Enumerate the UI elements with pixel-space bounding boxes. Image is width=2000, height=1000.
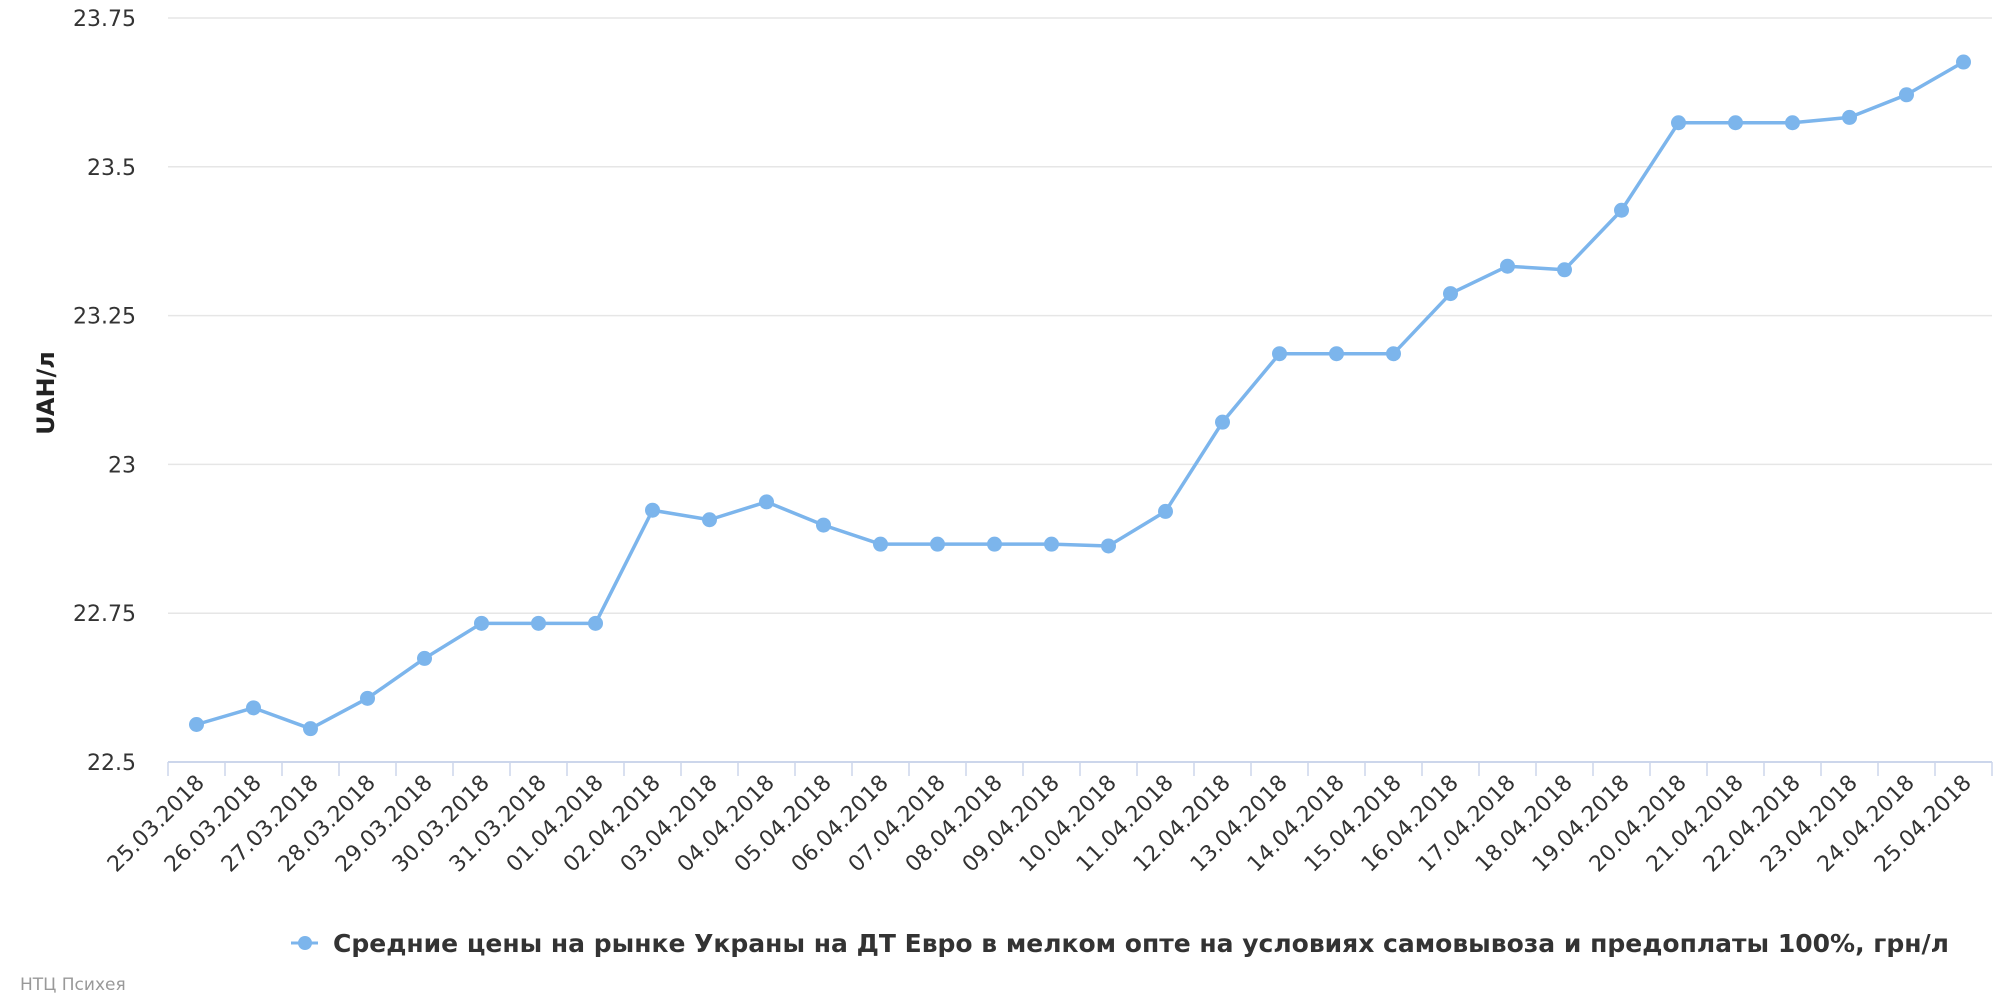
data-point[interactable] (1842, 109, 1857, 125)
data-point[interactable] (360, 690, 375, 706)
credit-text: НТЦ Психея (20, 975, 126, 995)
data-point[interactable] (588, 615, 603, 631)
y-tick-label: 23.25 (73, 305, 136, 330)
x-axis (167, 761, 1993, 776)
data-point[interactable] (417, 650, 432, 666)
data-point[interactable] (987, 536, 1002, 552)
y-tick-label: 23 (108, 453, 136, 478)
data-point[interactable] (531, 615, 546, 631)
data-point[interactable] (189, 717, 204, 733)
data-point[interactable] (1956, 54, 1971, 70)
data-point[interactable] (1044, 536, 1059, 552)
legend-marker-icon (298, 936, 312, 950)
data-point[interactable] (303, 721, 318, 737)
data-point[interactable] (1443, 286, 1458, 302)
legend[interactable]: Средние цены на рынке Украны на ДТ Евро … (291, 929, 1949, 958)
legend-label: Средние цены на рынке Украны на ДТ Евро … (333, 929, 1949, 958)
data-point[interactable] (645, 502, 660, 518)
data-point[interactable] (1101, 538, 1116, 554)
y-tick-label: 23.5 (87, 156, 136, 181)
data-point[interactable] (702, 512, 717, 528)
grid-lines (168, 17, 1992, 614)
series-line (196, 60, 1965, 731)
data-point[interactable] (1215, 414, 1230, 430)
data-point[interactable] (1500, 258, 1515, 274)
data-point[interactable] (1557, 262, 1572, 278)
y-tick-label: 23.75 (73, 7, 136, 32)
data-point[interactable] (1728, 115, 1743, 131)
data-point[interactable] (816, 517, 831, 533)
data-point[interactable] (1899, 87, 1914, 103)
data-point[interactable] (474, 615, 489, 631)
data-point[interactable] (1329, 346, 1344, 362)
series-line-group (189, 54, 1971, 737)
data-point[interactable] (1614, 202, 1629, 218)
x-tick-label: 25.03.2018 (103, 771, 210, 878)
data-point[interactable] (1158, 503, 1173, 519)
data-point[interactable] (930, 536, 945, 552)
y-axis-title: UAH/л (32, 351, 60, 435)
y-axis-ticks: 22.5 22.75 23 23.25 23.5 23.75 (73, 7, 136, 776)
data-point[interactable] (759, 494, 774, 510)
data-point[interactable] (1785, 115, 1800, 131)
y-tick-label: 22.5 (87, 751, 136, 776)
data-point[interactable] (246, 700, 261, 716)
data-point[interactable] (873, 536, 888, 552)
data-point[interactable] (1272, 346, 1287, 362)
data-point[interactable] (1386, 346, 1401, 362)
data-point[interactable] (1671, 115, 1686, 131)
y-tick-label: 22.75 (73, 602, 136, 627)
x-axis-ticks: 25.03.201826.03.201827.03.201828.03.2018… (103, 771, 1977, 878)
